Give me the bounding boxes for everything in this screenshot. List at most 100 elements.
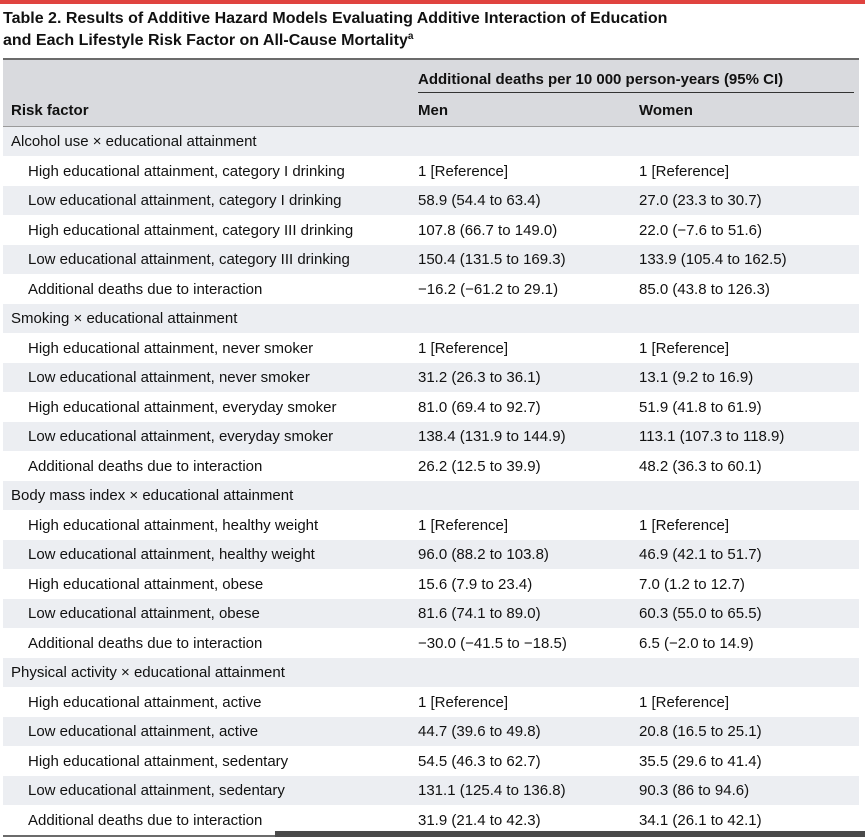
risk-factor-cell: High educational attainment, active xyxy=(28,693,262,711)
table-group-row: Body mass index × educational attainment xyxy=(3,481,859,511)
women-cell: 7.0 (1.2 to 12.7) xyxy=(639,575,745,593)
table-row: High educational attainment, obese 15.6 (… xyxy=(3,569,859,599)
table-row: High educational attainment, category II… xyxy=(3,215,859,245)
spanning-column-header: Additional deaths per 10 000 person-year… xyxy=(418,71,854,93)
risk-factor-cell: Additional deaths due to interaction xyxy=(28,457,263,475)
column-header-women: Women xyxy=(639,102,693,119)
men-cell: 1 [Reference] xyxy=(418,516,509,534)
table-row: High educational attainment, healthy wei… xyxy=(3,510,859,540)
men-cell: 96.0 (88.2 to 103.8) xyxy=(418,546,549,563)
risk-factor-cell: Low educational attainment, sedentary xyxy=(28,782,285,799)
men-cell: −30.0 (−41.5 to −18.5) xyxy=(418,634,567,652)
table-row: High educational attainment, category I … xyxy=(3,156,859,186)
table-row: Low educational attainment, healthy weig… xyxy=(3,540,859,570)
women-cell: 27.0 (23.3 to 30.7) xyxy=(639,192,762,209)
women-cell: 1 [Reference] xyxy=(639,693,730,711)
men-cell: 131.1 (125.4 to 136.8) xyxy=(418,782,566,799)
women-cell: 34.1 (26.1 to 42.1) xyxy=(639,811,762,829)
women-cell: 20.8 (16.5 to 25.1) xyxy=(639,723,762,740)
risk-factor-cell: Low educational attainment, category I d… xyxy=(28,192,342,209)
women-cell: 48.2 (36.3 to 60.1) xyxy=(639,457,762,475)
table-row: Additional deaths due to interaction 26.2… xyxy=(3,451,859,481)
women-cell: 51.9 (41.8 to 61.9) xyxy=(639,398,762,416)
risk-factor-cell: Low educational attainment, category III… xyxy=(28,251,350,268)
women-cell: 1 [Reference] xyxy=(639,516,730,534)
women-cell: 1 [Reference] xyxy=(639,162,730,180)
table-row: Additional deaths due to interaction 31.9… xyxy=(3,805,859,835)
risk-factor-cell: High educational attainment, never smoke… xyxy=(28,339,314,357)
risk-factor-cell: Low educational attainment, never smoker xyxy=(28,369,310,386)
women-cell: 6.5 (−2.0 to 14.9) xyxy=(639,634,754,652)
women-cell: 13.1 (9.2 to 16.9) xyxy=(639,369,754,386)
top-accent-rule xyxy=(0,0,865,4)
results-table: Additional deaths per 10 000 person-year… xyxy=(3,58,859,837)
table-row: Additional deaths due to interaction −30.… xyxy=(3,628,859,658)
table-row: Low educational attainment, sedentary 131… xyxy=(3,776,859,806)
risk-factor-cell: High educational attainment, obese xyxy=(28,575,264,593)
risk-factor-cell: High educational attainment, everyday sm… xyxy=(28,398,337,416)
table-header: Additional deaths per 10 000 person-year… xyxy=(3,60,859,127)
men-cell: 107.8 (66.7 to 149.0) xyxy=(418,221,558,239)
table-body: Alcohol use × educational attainment High… xyxy=(3,127,859,835)
women-cell: 46.9 (42.1 to 51.7) xyxy=(639,546,762,563)
risk-factor-cell: High educational attainment, category II… xyxy=(28,221,354,239)
risk-factor-cell: Additional deaths due to interaction xyxy=(28,280,263,298)
men-cell: 31.2 (26.3 to 36.1) xyxy=(418,369,541,386)
table-row: Low educational attainment, everyday smo… xyxy=(3,422,859,452)
women-cell: 90.3 (86 to 94.6) xyxy=(639,782,750,799)
risk-factor-cell: Low educational attainment, healthy weig… xyxy=(28,546,315,563)
group-label: Alcohol use × educational attainment xyxy=(11,133,257,150)
page-bottom-bar xyxy=(275,831,865,837)
table-row: High educational attainment, sedentary 54… xyxy=(3,746,859,776)
table-title-line2: and Each Lifestyle Risk Factor on All-Ca… xyxy=(3,30,861,52)
men-cell: 44.7 (39.6 to 49.8) xyxy=(418,723,541,740)
men-cell: 81.0 (69.4 to 92.7) xyxy=(418,398,541,416)
risk-factor-cell: Low educational attainment, obese xyxy=(28,605,260,622)
table-row: Low educational attainment, category III… xyxy=(3,245,859,275)
risk-factor-cell: Low educational attainment, everyday smo… xyxy=(28,428,334,445)
men-cell: 138.4 (131.9 to 144.9) xyxy=(418,428,566,445)
men-cell: 31.9 (21.4 to 42.3) xyxy=(418,811,541,829)
women-cell: 60.3 (55.0 to 65.5) xyxy=(639,605,762,622)
table-row: High educational attainment, never smoke… xyxy=(3,333,859,363)
men-cell: 1 [Reference] xyxy=(418,339,509,357)
women-cell: 22.0 (−7.6 to 51.6) xyxy=(639,221,763,239)
table-row: Low educational attainment, active 44.7 (… xyxy=(3,717,859,747)
column-header-men: Men xyxy=(418,102,448,119)
table-row: Low educational attainment, category I d… xyxy=(3,186,859,216)
table-group-row: Smoking × educational attainment xyxy=(3,304,859,334)
men-cell: 15.6 (7.9 to 23.4) xyxy=(418,575,533,593)
table-row: Low educational attainment, never smoker… xyxy=(3,363,859,393)
column-header-risk-factor: Risk factor xyxy=(11,102,89,119)
men-cell: 150.4 (131.5 to 169.3) xyxy=(418,251,566,268)
table-row: Additional deaths due to interaction −16.… xyxy=(3,274,859,304)
table-group-row: Physical activity × educational attainme… xyxy=(3,658,859,688)
women-cell: 35.5 (29.6 to 41.4) xyxy=(639,752,762,770)
risk-factor-cell: High educational attainment, sedentary xyxy=(28,752,289,770)
table-title-line2-text: and Each Lifestyle Risk Factor on All-Ca… xyxy=(3,32,408,49)
table-row: High educational attainment, active 1 [Re… xyxy=(3,687,859,717)
risk-factor-cell: High educational attainment, category I … xyxy=(28,162,345,180)
men-cell: 54.5 (46.3 to 62.7) xyxy=(418,752,541,770)
women-cell: 133.9 (105.4 to 162.5) xyxy=(639,251,787,268)
table-row: High educational attainment, everyday sm… xyxy=(3,392,859,422)
women-cell: 85.0 (43.8 to 126.3) xyxy=(639,280,770,298)
group-label: Smoking × educational attainment xyxy=(11,310,238,327)
risk-factor-cell: Additional deaths due to interaction xyxy=(28,811,263,829)
risk-factor-cell: Low educational attainment, active xyxy=(28,723,259,740)
women-cell: 113.1 (107.3 to 118.9) xyxy=(639,428,785,445)
table-title: Table 2. Results of Additive Hazard Mode… xyxy=(3,8,861,52)
men-cell: −16.2 (−61.2 to 29.1) xyxy=(418,280,559,298)
men-cell: 58.9 (54.4 to 63.4) xyxy=(418,192,541,209)
group-label: Physical activity × educational attainme… xyxy=(11,664,285,681)
men-cell: 1 [Reference] xyxy=(418,693,509,711)
footnote-mark: a xyxy=(407,31,414,42)
men-cell: 26.2 (12.5 to 39.9) xyxy=(418,457,541,475)
table-group-row: Alcohol use × educational attainment xyxy=(3,127,859,157)
table-title-line1: Table 2. Results of Additive Hazard Mode… xyxy=(3,10,668,27)
women-cell: 1 [Reference] xyxy=(639,339,730,357)
table-row: Low educational attainment, obese 81.6 (7… xyxy=(3,599,859,629)
risk-factor-cell: Additional deaths due to interaction xyxy=(28,634,263,652)
group-label: Body mass index × educational attainment xyxy=(11,487,294,504)
men-cell: 1 [Reference] xyxy=(418,162,509,180)
